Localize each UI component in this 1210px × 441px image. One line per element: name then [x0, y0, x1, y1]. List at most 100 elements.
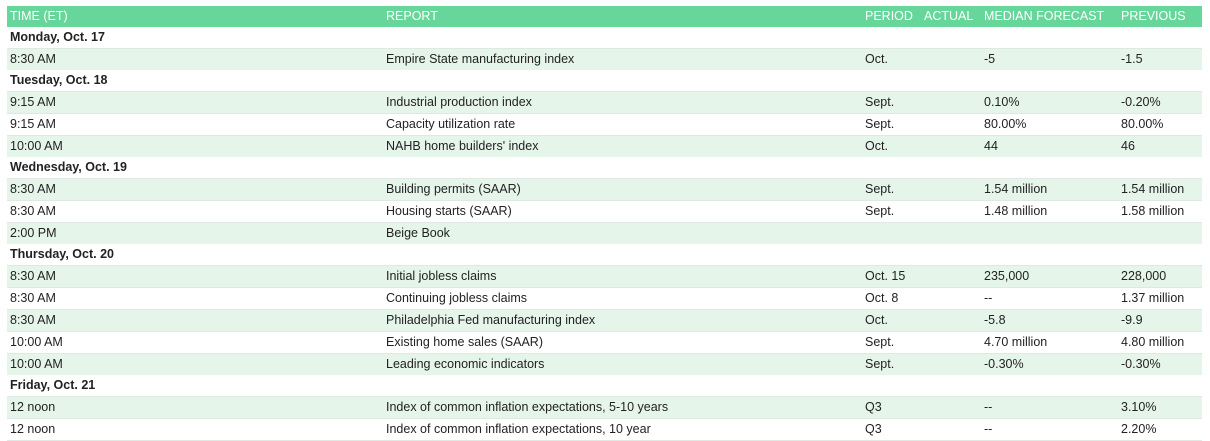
cell-actual [921, 309, 981, 332]
cell-median: -- [981, 396, 1118, 419]
cell-period: Sept. [862, 91, 921, 114]
cell-median: 0.10% [981, 91, 1118, 114]
day-label: Wednesday, Oct. 19 [7, 157, 1202, 179]
table-body: Monday, Oct. 17 8:30 AM Empire State manuf… [7, 27, 1202, 441]
cell-previous: -0.30% [1118, 353, 1202, 375]
table-row: 8:30 AM Housing starts (SAAR) Sept. 1.48 mi… [7, 200, 1202, 223]
cell-median: 4.70 million [981, 331, 1118, 354]
cell-period: Oct. [862, 309, 921, 332]
cell-period: Oct. [862, 48, 921, 70]
table-row: 8:30 AM Initial jobless claims Oct. 15 235,… [7, 265, 1202, 288]
cell-actual [921, 200, 981, 223]
cell-median [981, 222, 1118, 244]
cell-time: 12 noon [7, 396, 383, 419]
cell-median: 44 [981, 135, 1118, 157]
cell-period: Oct. 8 [862, 287, 921, 310]
cell-report: Housing starts (SAAR) [383, 200, 862, 223]
table-row: 10:00 AM Existing home sales (SAAR) Sept. 4… [7, 331, 1202, 354]
day-header-row: Friday, Oct. 21 [7, 375, 1202, 397]
cell-report: NAHB home builders' index [383, 135, 862, 157]
cell-previous: 2.20% [1118, 418, 1202, 441]
cell-previous: 46 [1118, 135, 1202, 157]
cell-previous: 4.80 million [1118, 331, 1202, 354]
cell-previous: 1.58 million [1118, 200, 1202, 223]
cell-period: Sept. [862, 113, 921, 136]
cell-report: Leading economic indicators [383, 353, 862, 375]
day-header-row: Monday, Oct. 17 [7, 27, 1202, 49]
cell-period: Oct. [862, 135, 921, 157]
day-label: Monday, Oct. 17 [7, 27, 1202, 49]
cell-report: Empire State manufacturing index [383, 48, 862, 70]
header-row: TIME (ET) REPORT PERIOD ACTUAL MEDIAN FO… [7, 6, 1202, 27]
cell-time: 10:00 AM [7, 331, 383, 354]
cell-actual [921, 113, 981, 136]
table-row: 8:30 AM Continuing jobless claims Oct. 8 --… [7, 287, 1202, 310]
cell-report: Building permits (SAAR) [383, 178, 862, 201]
cell-previous: 3.10% [1118, 396, 1202, 419]
cell-previous [1118, 222, 1202, 244]
cell-time: 9:15 AM [7, 91, 383, 114]
day-label: Tuesday, Oct. 18 [7, 70, 1202, 92]
cell-period: Oct. 15 [862, 265, 921, 288]
cell-time: 8:30 AM [7, 178, 383, 201]
cell-time: 10:00 AM [7, 353, 383, 375]
cell-report: Initial jobless claims [383, 265, 862, 288]
cell-actual [921, 265, 981, 288]
cell-median: 1.48 million [981, 200, 1118, 223]
cell-actual [921, 396, 981, 419]
cell-report: Beige Book [383, 222, 862, 244]
cell-median: 80.00% [981, 113, 1118, 136]
cell-median: -- [981, 418, 1118, 441]
cell-actual [921, 135, 981, 157]
header-actual: ACTUAL [921, 6, 981, 27]
cell-previous: 1.54 million [1118, 178, 1202, 201]
cell-previous: 228,000 [1118, 265, 1202, 288]
cell-report: Philadelphia Fed manufacturing index [383, 309, 862, 332]
cell-median: -0.30% [981, 353, 1118, 375]
header-report: REPORT [383, 6, 862, 27]
table-row: 10:00 AM Leading economic indicators Sept.… [7, 353, 1202, 375]
cell-actual [921, 91, 981, 114]
cell-time: 8:30 AM [7, 48, 383, 70]
cell-actual [921, 48, 981, 70]
cell-report: Index of common inflation expectations, … [383, 396, 862, 419]
cell-previous: -1.5 [1118, 48, 1202, 70]
header-previous: PREVIOUS [1118, 6, 1202, 27]
cell-actual [921, 222, 981, 244]
table-row: 12 noon Index of common inflation expecta… [7, 396, 1202, 419]
cell-report: Industrial production index [383, 91, 862, 114]
header-median-forecast: MEDIAN FORECAST [981, 6, 1118, 27]
cell-report: Capacity utilization rate [383, 113, 862, 136]
cell-time: 9:15 AM [7, 113, 383, 136]
cell-period: Sept. [862, 200, 921, 223]
day-label: Friday, Oct. 21 [7, 375, 1202, 397]
cell-actual [921, 178, 981, 201]
cell-report: Existing home sales (SAAR) [383, 331, 862, 354]
cell-time: 12 noon [7, 418, 383, 441]
cell-previous: -9.9 [1118, 309, 1202, 332]
day-header-row: Thursday, Oct. 20 [7, 244, 1202, 266]
table-row: 2:00 PM Beige Book [7, 222, 1202, 244]
header-time: TIME (ET) [7, 6, 383, 27]
cell-time: 8:30 AM [7, 309, 383, 332]
cell-period [862, 222, 921, 244]
day-header-row: Tuesday, Oct. 18 [7, 70, 1202, 92]
cell-period: Q3 [862, 396, 921, 419]
cell-period: Sept. [862, 331, 921, 354]
cell-previous: 80.00% [1118, 113, 1202, 136]
cell-time: 8:30 AM [7, 265, 383, 288]
cell-actual [921, 287, 981, 310]
cell-actual [921, 418, 981, 441]
cell-report: Index of common inflation expectations, … [383, 418, 862, 441]
cell-time: 10:00 AM [7, 135, 383, 157]
cell-period: Sept. [862, 353, 921, 375]
cell-actual [921, 331, 981, 354]
day-label: Thursday, Oct. 20 [7, 244, 1202, 266]
table-header: TIME (ET) REPORT PERIOD ACTUAL MEDIAN FO… [7, 6, 1202, 27]
cell-time: 8:30 AM [7, 200, 383, 223]
table-row: 8:30 AM Empire State manufacturing index O… [7, 48, 1202, 70]
cell-previous: 1.37 million [1118, 287, 1202, 310]
header-period: PERIOD [862, 6, 921, 27]
cell-period: Q3 [862, 418, 921, 441]
cell-report: Continuing jobless claims [383, 287, 862, 310]
